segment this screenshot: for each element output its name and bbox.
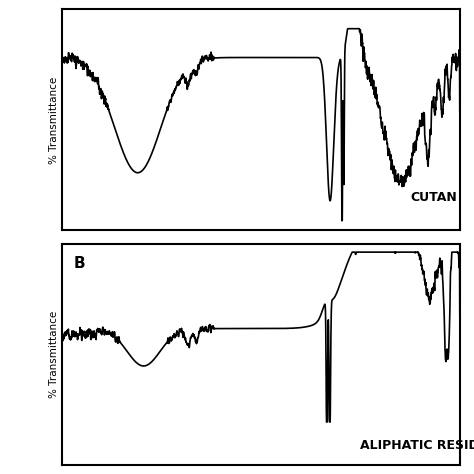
Text: CUTAN: CUTAN bbox=[410, 191, 457, 204]
Text: ALIPHATIC RESIDUE: ALIPHATIC RESIDUE bbox=[360, 439, 474, 452]
Y-axis label: % Transmittance: % Transmittance bbox=[49, 310, 59, 398]
Y-axis label: % Transmittance: % Transmittance bbox=[49, 76, 59, 164]
Text: B: B bbox=[73, 255, 85, 271]
